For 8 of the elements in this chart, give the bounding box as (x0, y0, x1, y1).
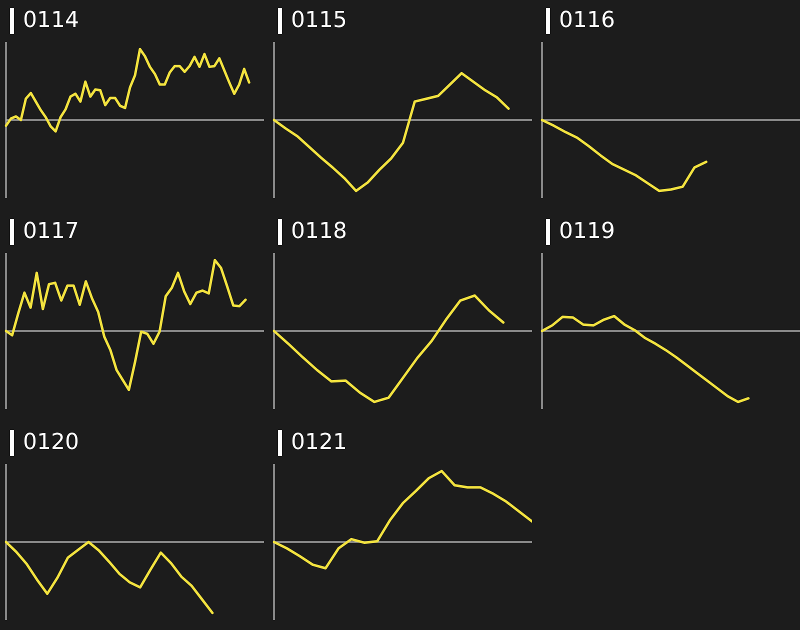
chart-title: 0117 (10, 219, 79, 245)
chart-title: 0114 (10, 8, 79, 34)
chart-title: 0119 (546, 219, 615, 245)
chart-title: 0116 (546, 8, 615, 34)
chart-title: 0115 (278, 8, 347, 34)
chart-title: 0121 (278, 430, 347, 456)
chart-title: 0118 (278, 219, 347, 245)
chart-title: 0120 (10, 430, 79, 456)
